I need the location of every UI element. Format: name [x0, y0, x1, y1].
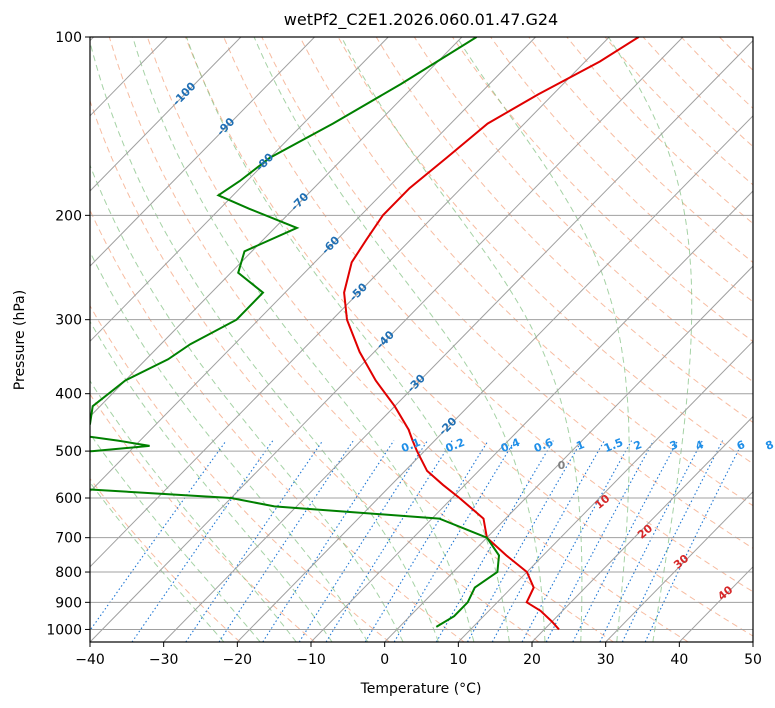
isotherm — [605, 490, 753, 642]
moist-adiabat — [90, 481, 225, 642]
y-axis-title: Pressure (hPa) — [12, 290, 28, 390]
dry-adiabat — [490, 37, 753, 303]
isotherm — [90, 37, 389, 343]
isotherm — [457, 340, 753, 642]
isotherm — [163, 39, 753, 642]
x-tick-label: −10 — [296, 652, 326, 668]
axes: −40 −30 −20 −10 0 10 20 30 40 5010020030040050060… — [46, 30, 762, 668]
moist-adiabat — [90, 379, 297, 642]
x-tick-label: 40 — [670, 652, 688, 668]
isotherm — [236, 115, 753, 642]
isotherm — [90, 37, 463, 418]
mixing-ratio-line — [521, 440, 633, 642]
mixing-ratio-line — [621, 440, 724, 642]
mixing-ratio-line — [131, 440, 274, 642]
moist-adiabat — [90, 432, 261, 642]
mixing-ratio-line — [185, 440, 324, 642]
y-tick-label: 1000 — [46, 622, 82, 638]
x-axis-title: Temperature (°C) — [360, 681, 482, 697]
x-tick-label: 20 — [523, 652, 541, 668]
zero-marker: 0 — [558, 459, 566, 472]
mixing-ratio-label: 3 — [668, 438, 680, 453]
x-tick-label: 0 — [380, 652, 389, 668]
mixing-ratio-line — [218, 440, 354, 642]
isotherm — [90, 37, 242, 192]
mixing-ratio-line — [298, 440, 428, 642]
moist-adiabat — [90, 40, 439, 642]
moist-adiabat — [456, 37, 630, 642]
mixing-ratio-line — [364, 440, 489, 642]
dry-adiabat — [90, 99, 540, 642]
mixing-ratio-line — [262, 440, 395, 642]
isotherm — [310, 190, 753, 642]
x-tick-label: 30 — [597, 652, 615, 668]
y-tick-label: 700 — [55, 531, 82, 547]
dry-adiabat — [451, 37, 753, 343]
dry-adiabat — [90, 393, 316, 642]
mixing-ratio-label: 1 — [574, 438, 586, 453]
y-tick-label: 900 — [55, 595, 82, 611]
y-tick-label: 100 — [55, 30, 82, 46]
moist-adiabat — [132, 37, 475, 642]
dry-adiabat — [758, 37, 775, 642]
moist-adiabat — [90, 163, 404, 642]
isotherm — [90, 37, 536, 493]
mixing-ratio-line — [599, 440, 703, 642]
moist-adiabat — [90, 250, 369, 642]
mixing-ratio-line — [325, 440, 453, 642]
y-tick-label: 400 — [55, 387, 82, 403]
dry-adiabat — [299, 37, 753, 507]
y-tick-label: 200 — [55, 208, 82, 224]
mixing-ratio-line — [90, 440, 227, 632]
y-tick-label: 300 — [55, 313, 82, 329]
x-tick-label: 10 — [449, 652, 467, 668]
isotherm — [531, 415, 753, 642]
mixing-ratio-line — [644, 440, 744, 642]
chart-title: wetPf2_C2E1.2026.060.01.47.G24 — [284, 10, 558, 30]
x-tick-label: −20 — [223, 652, 253, 668]
dry-adiabat — [261, 37, 753, 549]
y-tick-label: 800 — [55, 565, 82, 581]
dewpoint-profile — [90, 37, 501, 628]
moist-adiabat — [253, 37, 546, 642]
mixing-ratio-line — [491, 440, 605, 642]
y-tick-label: 500 — [55, 444, 82, 460]
background-lines — [90, 37, 775, 642]
isotherm — [90, 37, 315, 267]
x-tick-label: −30 — [149, 652, 179, 668]
dry-adiabat — [90, 477, 241, 642]
isotherm — [90, 37, 610, 568]
dry-adiabat — [223, 37, 753, 593]
moist-adiabat — [90, 320, 333, 642]
moist-adiabat — [608, 37, 693, 642]
plot-frame — [89, 36, 754, 643]
isotherm — [384, 265, 753, 642]
y-tick-label: 600 — [55, 491, 82, 507]
isotherm — [90, 37, 684, 642]
x-tick-label: 50 — [744, 652, 762, 668]
isotherm — [752, 641, 753, 642]
dry-adiabat — [146, 37, 689, 642]
mixing-ratio-label: 2 — [632, 438, 644, 453]
temperature-profile — [343, 37, 640, 631]
profile-lines — [90, 37, 640, 631]
plot-background — [90, 37, 753, 642]
dry-adiabat — [108, 37, 614, 642]
x-tick-label: −40 — [75, 652, 105, 668]
moist-adiabat — [186, 37, 510, 642]
mixing-ratio-label: 8 — [764, 438, 775, 453]
